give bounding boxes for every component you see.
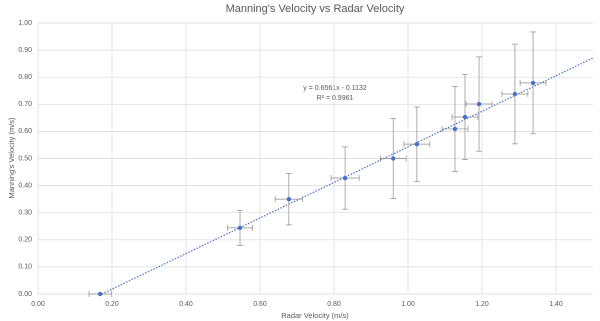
- y-tick-label: 0.70: [18, 101, 32, 108]
- y-axis-title: Manning's Velocity (m/s): [7, 117, 16, 199]
- point: [512, 91, 518, 97]
- trendline-r-squared: R² = 0.9961: [317, 95, 354, 102]
- point: [342, 175, 348, 181]
- point: [97, 291, 103, 297]
- x-tick-label: 0.80: [327, 301, 341, 308]
- point: [414, 141, 420, 147]
- point: [286, 196, 292, 202]
- point: [237, 225, 243, 231]
- x-tick-label: 0.40: [179, 301, 193, 308]
- y-tick-label: 0.10: [18, 264, 32, 271]
- trendline-equation: y = 0.6561x - 0.1132: [303, 85, 367, 92]
- x-tick-label: 1.40: [549, 301, 563, 308]
- y-tick-label: 1.00: [18, 20, 32, 27]
- y-tick-label: 0.50: [18, 155, 32, 162]
- point: [462, 114, 468, 120]
- point: [476, 101, 482, 107]
- x-axis-title: Radar Velocity (m/s): [281, 311, 349, 320]
- y-tick-label: 0.20: [18, 237, 32, 244]
- x-tick-label: 0.00: [31, 301, 45, 308]
- x-tick-label: 0.60: [253, 301, 267, 308]
- y-tick-label: 0.00: [18, 291, 32, 298]
- point: [452, 126, 458, 132]
- chart-title: Manning's Velocity vs Radar Velocity: [226, 3, 405, 15]
- x-tick-label: 1.00: [401, 301, 415, 308]
- y-tick-label: 0.40: [18, 182, 32, 189]
- y-tick-label: 0.30: [18, 210, 32, 217]
- x-tick-label: 1.20: [475, 301, 489, 308]
- y-tick-label: 0.80: [18, 74, 32, 81]
- x-tick-label: 0.20: [105, 301, 119, 308]
- point: [530, 80, 536, 86]
- trendline: [101, 57, 594, 295]
- point: [391, 156, 396, 161]
- y-tick-label: 0.90: [18, 47, 32, 54]
- y-tick-label: 0.60: [18, 128, 32, 135]
